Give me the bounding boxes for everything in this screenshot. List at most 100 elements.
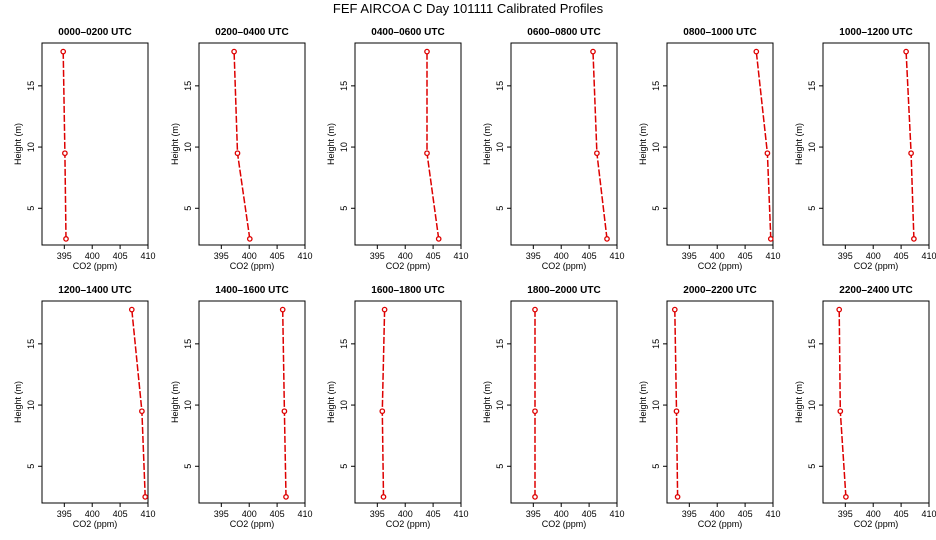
x-tick-label: 395 [838, 509, 853, 519]
panel-title: 0200–0400 UTC [215, 27, 288, 38]
profile-line [426, 51, 440, 240]
profile-line [381, 309, 386, 497]
x-tick-label: 405 [426, 251, 441, 261]
x-tick-label: 400 [866, 509, 881, 519]
x-tick-label: 410 [765, 509, 780, 519]
profile-line [233, 51, 251, 240]
x-axis-label: CO2 (ppm) [230, 261, 275, 271]
x-axis-label: CO2 (ppm) [230, 519, 275, 529]
y-tick-label: 5 [183, 464, 193, 469]
y-axis-label: Height (m) [638, 381, 648, 423]
y-axis-label: Height (m) [170, 381, 180, 423]
y-tick-label: 5 [807, 464, 817, 469]
x-tick-label: 410 [609, 509, 624, 519]
data-point [764, 150, 771, 157]
x-tick-label: 400 [554, 251, 569, 261]
panel-title: 1800–2000 UTC [527, 285, 600, 296]
y-tick-label: 15 [807, 81, 817, 91]
data-point [843, 494, 849, 500]
x-axis-label: CO2 (ppm) [386, 519, 431, 529]
x-tick-label: 410 [921, 251, 936, 261]
x-axis-label: CO2 (ppm) [73, 519, 118, 529]
x-tick-label: 400 [85, 251, 100, 261]
y-axis-label: Height (m) [13, 381, 23, 423]
plot-frame [41, 300, 149, 504]
y-tick-label: 5 [651, 464, 661, 469]
y-tick-label: 15 [651, 81, 661, 91]
panel-title: 1600–1800 UTC [371, 285, 444, 296]
y-tick-label: 15 [495, 339, 505, 349]
x-tick-label: 395 [838, 251, 853, 261]
x-tick-label: 405 [894, 509, 909, 519]
x-tick-label: 395 [57, 509, 72, 519]
data-point [234, 150, 241, 157]
panel-title: 2000–2200 UTC [683, 285, 756, 296]
plot-frame [354, 42, 462, 246]
x-tick-label: 395 [57, 251, 72, 261]
data-point [903, 48, 909, 55]
y-axis-label: Height (m) [638, 123, 648, 165]
y-tick-label: 10 [495, 400, 505, 410]
x-axis-label: CO2 (ppm) [386, 261, 431, 271]
y-tick-label: 10 [807, 400, 817, 410]
y-axis-label: Height (m) [13, 123, 23, 165]
data-point [753, 48, 760, 55]
data-point [836, 306, 843, 313]
data-point [673, 408, 680, 415]
y-tick-label: 10 [339, 400, 349, 410]
data-point [837, 408, 844, 415]
x-tick-label: 395 [214, 251, 229, 261]
panel-title: 0800–1000 UTC [683, 27, 756, 38]
x-axis-label: CO2 (ppm) [698, 519, 743, 529]
y-tick-label: 5 [26, 464, 36, 469]
data-point [671, 306, 678, 313]
data-point [139, 408, 145, 415]
x-tick-label: 400 [710, 509, 725, 519]
data-point [908, 150, 914, 157]
x-tick-label: 410 [453, 251, 468, 261]
profile-line [592, 51, 608, 239]
x-tick-label: 395 [682, 509, 697, 519]
profile-line [674, 309, 679, 497]
y-tick-label: 5 [495, 464, 505, 469]
plot-frame [41, 42, 149, 246]
data-point [142, 494, 149, 500]
x-tick-label: 410 [140, 509, 155, 519]
y-tick-label: 15 [807, 339, 817, 349]
panel-title: 0400–0600 UTC [371, 27, 444, 38]
profile-line [838, 309, 847, 497]
y-tick-label: 5 [183, 206, 193, 211]
plot-frame [666, 42, 774, 246]
panel-title: 0600–0800 UTC [527, 27, 600, 38]
x-tick-label: 395 [682, 251, 697, 261]
data-point [911, 236, 917, 242]
y-tick-label: 10 [495, 142, 505, 152]
x-tick-label: 395 [370, 251, 385, 261]
y-tick-label: 10 [339, 142, 349, 152]
data-point [231, 48, 237, 55]
x-tick-label: 400 [398, 251, 413, 261]
x-axis-label: CO2 (ppm) [854, 261, 899, 271]
x-tick-label: 405 [270, 251, 285, 261]
data-point [246, 236, 253, 242]
y-tick-label: 5 [339, 464, 349, 469]
x-tick-label: 400 [710, 251, 725, 261]
x-tick-label: 400 [398, 509, 413, 519]
x-tick-label: 395 [526, 509, 541, 519]
y-tick-label: 15 [495, 81, 505, 91]
x-tick-label: 395 [526, 251, 541, 261]
y-tick-label: 5 [807, 206, 817, 211]
y-tick-label: 10 [807, 142, 817, 152]
data-point [532, 408, 538, 415]
x-tick-label: 405 [738, 509, 753, 519]
data-point [62, 150, 68, 157]
y-tick-label: 15 [183, 81, 193, 91]
plot-frame [822, 300, 930, 504]
x-axis-label: CO2 (ppm) [542, 519, 587, 529]
y-axis-label: Height (m) [482, 123, 492, 165]
profile-line [62, 51, 67, 239]
x-tick-label: 400 [242, 251, 257, 261]
x-tick-label: 405 [582, 509, 597, 519]
data-point [279, 306, 286, 313]
